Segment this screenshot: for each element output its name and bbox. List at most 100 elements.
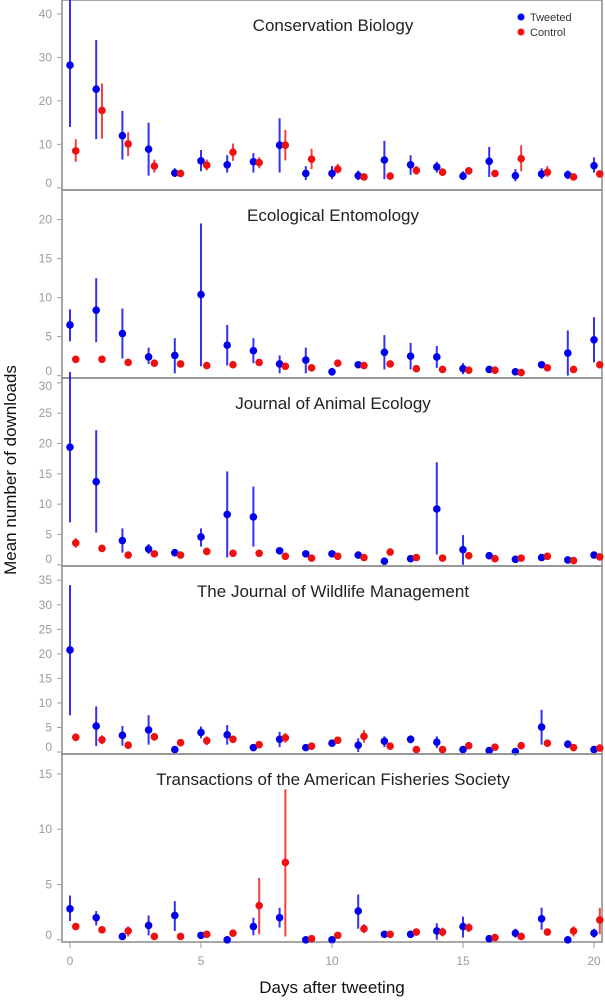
tweeted-point [144,545,153,553]
control-point [202,547,211,556]
tweeted-point [433,927,441,935]
control-point [543,552,552,561]
panel-title: Transactions of the American Fisheries S… [156,770,510,789]
control-point [464,551,473,560]
tweeted-point [144,921,153,930]
panel-3: The Journal of Wildlife Management 0 5 10 15… [39,565,604,756]
control-point [595,360,604,369]
control-point [281,141,290,150]
control-point [255,901,263,910]
y-axis-title: Mean number of downloads [1,365,20,575]
control-point [281,552,290,561]
tweeted-point [590,551,598,559]
tweeted-point [118,932,127,941]
control-point [543,739,552,748]
y-tick-label: 0 [45,928,52,942]
tweeted-point [118,329,127,338]
tweeted-point [564,170,572,179]
tweeted-point [197,157,205,165]
tweeted-point [380,557,389,565]
y-tick-label: 10 [39,497,53,511]
y-tick-label: 35 [39,573,53,587]
y-tick-label: 10 [39,696,53,710]
control-point [307,934,316,943]
y-tick-label: 0 [45,740,52,754]
control-point [569,743,578,752]
tweeted-point [328,169,336,178]
tweeted-point [537,170,546,178]
control-point [543,168,552,176]
control-point [569,365,578,374]
control-point [517,154,525,163]
control-point [386,548,394,556]
control-point [176,932,185,941]
control-point [150,359,159,367]
tweeted-point [171,911,179,920]
tweeted-point [354,360,363,369]
control-point [124,140,132,148]
control-point [333,736,342,745]
control-point [438,928,447,936]
control-point [595,916,604,924]
tweeted-point [511,929,520,937]
tweeted-point [354,907,363,915]
control-point [333,359,342,367]
tweeted-point [92,722,100,730]
control-point [307,742,316,750]
control-point [412,166,421,175]
tweeted-point [223,935,231,944]
control-point [543,364,552,372]
y-tick-label: 40 [39,7,53,21]
control-point [307,554,316,562]
tweeted-point [197,728,205,737]
tweeted-point [564,556,572,564]
tweeted-point [433,505,441,513]
tweeted-point [197,931,205,940]
control-point [517,368,525,377]
control-point [98,106,106,115]
control-point [98,355,106,364]
control-point [255,549,263,558]
control-point [386,930,394,939]
legend-marker-tweeted [517,13,525,21]
tweeted-point [223,731,231,739]
y-tick-label: 15 [39,252,53,266]
tweeted-point [302,356,310,364]
control-point [517,554,525,562]
control-point [438,365,447,374]
tweeted-point [249,157,258,166]
y-tick-label: 30 [39,598,53,612]
control-point [124,927,132,935]
control-point [412,928,421,936]
tweeted-point [406,735,415,744]
panel-1: Ecological Entomology 0 5 10 15 20 [39,189,604,379]
tweeted-point [118,536,127,545]
control-point [150,932,159,941]
control-point [491,554,499,563]
panel-title: The Journal of Wildlife Management [197,582,469,601]
tweeted-point [197,290,205,299]
control-point [464,923,473,932]
tweeted-point [485,746,494,755]
control-point [386,742,394,750]
tweeted-point [249,922,258,931]
control-point [150,550,159,558]
tweeted-point [66,905,74,913]
control-point [307,364,316,372]
tweeted-point [223,160,231,169]
control-point [255,358,263,367]
control-point [124,551,132,559]
tweeted-point [406,352,415,360]
tweeted-point [354,171,363,180]
y-tick-label: 5 [45,330,52,344]
control-point [595,744,604,752]
y-tick-label: 10 [39,822,53,836]
panel-2: Journal of Animal Ecology 0 5 10 15 20 25 30 [39,371,604,567]
control-point [569,556,578,565]
tweeted-point [459,922,467,931]
tweeted-point [511,367,520,376]
tweeted-point [249,743,258,752]
y-tick-label: 0 [45,552,52,566]
control-point [255,158,263,167]
